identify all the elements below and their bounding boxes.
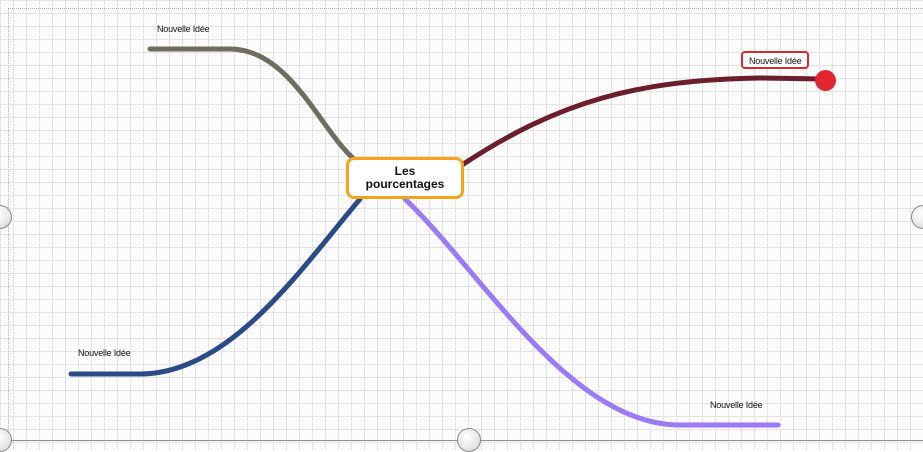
branch-end-handle[interactable] [815,70,836,91]
branch-link-bottom-left[interactable] [68,196,363,377]
branch-link-bottom-right[interactable] [402,196,781,428]
central-topic-node[interactable]: Les pourcentages [346,157,464,199]
resize-handle-bottom-center[interactable] [457,428,481,452]
idea-label-bottom-left[interactable]: Nouvelle Idée [78,348,131,358]
central-topic-line-2: pourcentages [365,177,445,191]
idea-label-bottom-right[interactable]: Nouvelle Idée [710,400,763,410]
central-topic-line-1: Les [394,164,416,178]
branch-link-top-left[interactable] [147,46,358,163]
branch-link-top-right[interactable] [459,75,825,168]
page-border-top [8,8,923,9]
idea-label-top-right-selected[interactable]: Nouvelle Idée [741,51,810,69]
idea-label-top-left[interactable]: Nouvelle Idée [157,24,210,34]
